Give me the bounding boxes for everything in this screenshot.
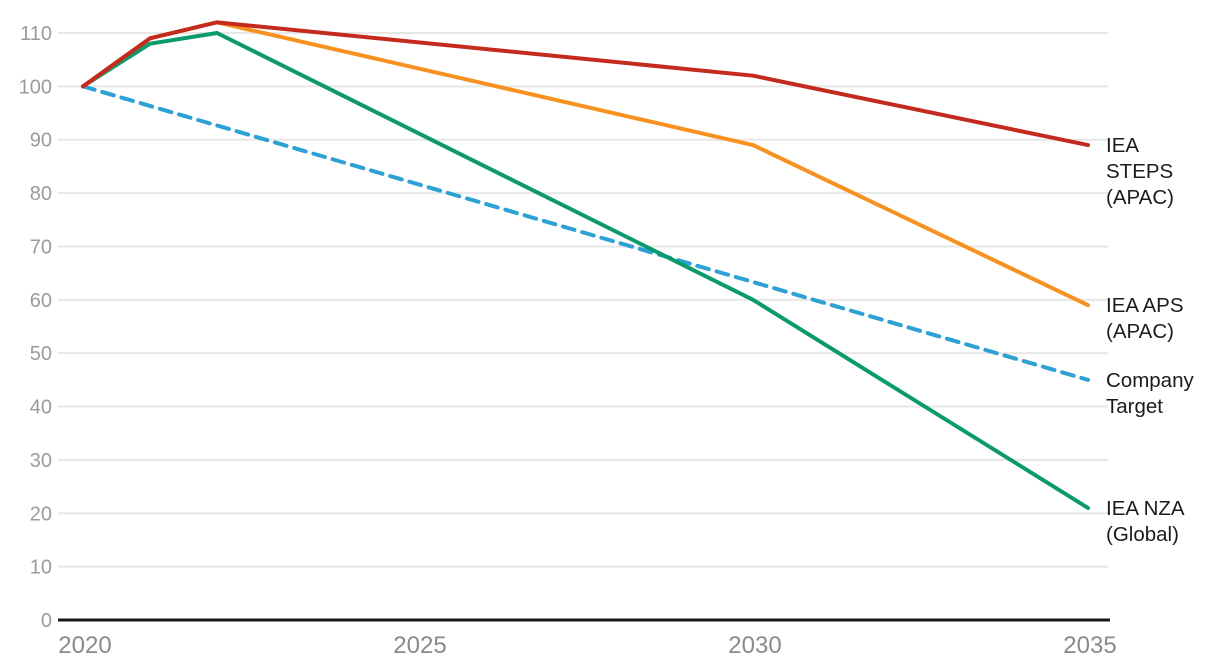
y-tick-label-30: 30 (30, 450, 52, 472)
series-line-iea-aps-apac (81, 20, 1090, 308)
series-label-iea-steps-apac: IEA STEPS (APAC) (1106, 134, 1174, 209)
y-tick-label-90: 90 (30, 130, 52, 152)
series-label-iea-aps-apac: IEA APS (APAC) (1106, 294, 1184, 343)
x-tick-label-2030: 2030 (728, 632, 781, 659)
y-tick-label-40: 40 (30, 397, 52, 419)
y-tick-label-100: 100 (19, 76, 52, 98)
y-tick-label-0: 0 (41, 610, 52, 632)
series-line-iea-steps-apac (81, 20, 1090, 148)
series-label-iea-nza-global: IEA NZA (Global) (1106, 497, 1185, 546)
y-tick-label-50: 50 (30, 343, 52, 365)
y-tick-label-80: 80 (30, 183, 52, 205)
x-tick-label-2035: 2035 (1063, 632, 1116, 659)
y-tick-label-110: 110 (20, 23, 52, 45)
y-tick-label-70: 70 (30, 236, 52, 258)
x-tick-label-2025: 2025 (393, 632, 446, 659)
series-line-company-target (81, 84, 1090, 382)
y-tick-label-10: 10 (30, 557, 52, 579)
series-label-company-target: Company Target (1106, 369, 1194, 418)
y-tick-label-60: 60 (30, 290, 52, 312)
x-tick-label-2020: 2020 (58, 632, 111, 659)
y-tick-label-20: 20 (30, 503, 52, 525)
series-line-iea-nza-global (81, 30, 1090, 510)
